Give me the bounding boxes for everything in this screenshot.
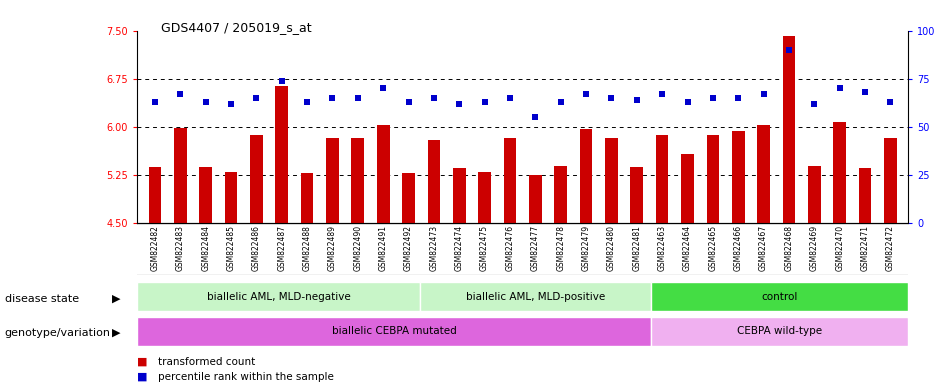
Bar [420,282,651,311]
Text: ■: ■ [137,372,148,382]
Text: GSM822487: GSM822487 [277,225,287,271]
Bar [200,167,212,223]
Bar [301,174,313,223]
Bar [859,168,871,223]
Bar [250,135,263,223]
Text: GSM822490: GSM822490 [353,225,362,271]
Text: GSM822475: GSM822475 [481,225,489,271]
Text: GSM822467: GSM822467 [759,225,768,271]
Text: GSM822478: GSM822478 [556,225,565,271]
Text: GSM822471: GSM822471 [861,225,869,271]
Text: GSM822466: GSM822466 [734,225,743,271]
Bar [402,174,415,223]
Bar [503,138,517,223]
Bar [453,168,465,223]
Bar [529,175,542,223]
Text: GSM822476: GSM822476 [505,225,515,271]
Bar [352,137,364,223]
Text: CEBPA wild-type: CEBPA wild-type [737,326,822,336]
Text: percentile rank within the sample: percentile rank within the sample [158,372,334,382]
Bar [630,167,643,223]
Text: GSM822479: GSM822479 [582,225,590,271]
Text: GSM822465: GSM822465 [709,225,717,271]
Text: GSM822474: GSM822474 [455,225,464,271]
Bar [651,282,908,311]
Bar [757,126,770,223]
Bar [885,138,897,223]
Bar [149,167,161,223]
Bar [174,128,186,223]
Text: GSM822492: GSM822492 [404,225,413,271]
Text: GSM822484: GSM822484 [201,225,210,271]
Text: GSM822480: GSM822480 [607,225,616,271]
Text: biallelic AML, MLD-negative: biallelic AML, MLD-negative [206,291,350,302]
Text: GSM822470: GSM822470 [835,225,844,271]
Bar [479,172,491,223]
Bar [377,126,390,223]
Text: GSM822469: GSM822469 [810,225,819,271]
Text: GSM822483: GSM822483 [176,225,184,271]
Text: biallelic CEBPA mutated: biallelic CEBPA mutated [332,326,457,336]
Bar [326,138,339,223]
Text: GSM822486: GSM822486 [252,225,261,271]
Bar [782,36,796,223]
Bar [224,172,237,223]
Text: GSM822463: GSM822463 [657,225,667,271]
Text: GSM822482: GSM822482 [150,225,160,271]
Text: ▶: ▶ [112,328,120,338]
Text: ■: ■ [137,357,148,367]
Text: biallelic AML, MLD-positive: biallelic AML, MLD-positive [465,291,605,302]
Text: GSM822491: GSM822491 [378,225,388,271]
Text: GSM822485: GSM822485 [226,225,236,271]
Bar [707,135,719,223]
Bar [651,317,908,346]
Text: GSM822488: GSM822488 [303,225,311,271]
Bar [681,154,693,223]
Bar [833,122,846,223]
Bar [605,137,618,223]
Text: ▶: ▶ [112,293,120,304]
Text: GDS4407 / 205019_s_at: GDS4407 / 205019_s_at [161,21,311,34]
Text: control: control [762,291,797,302]
Text: genotype/variation: genotype/variation [5,328,111,338]
Text: GSM822477: GSM822477 [531,225,540,271]
Text: GSM822473: GSM822473 [429,225,438,271]
Bar [275,86,289,223]
Bar [656,135,669,223]
Text: GSM822481: GSM822481 [632,225,641,271]
Text: GSM822464: GSM822464 [683,225,692,271]
Bar [732,131,745,223]
Text: disease state: disease state [5,293,79,304]
Bar [580,129,592,223]
Bar [808,166,821,223]
Bar [137,282,420,311]
Text: GSM822489: GSM822489 [328,225,337,271]
Bar [428,139,440,223]
Bar [137,317,651,346]
Bar [554,166,567,223]
Text: GSM822472: GSM822472 [885,225,895,271]
Text: transformed count: transformed count [158,357,255,367]
Text: GSM822468: GSM822468 [784,225,794,271]
